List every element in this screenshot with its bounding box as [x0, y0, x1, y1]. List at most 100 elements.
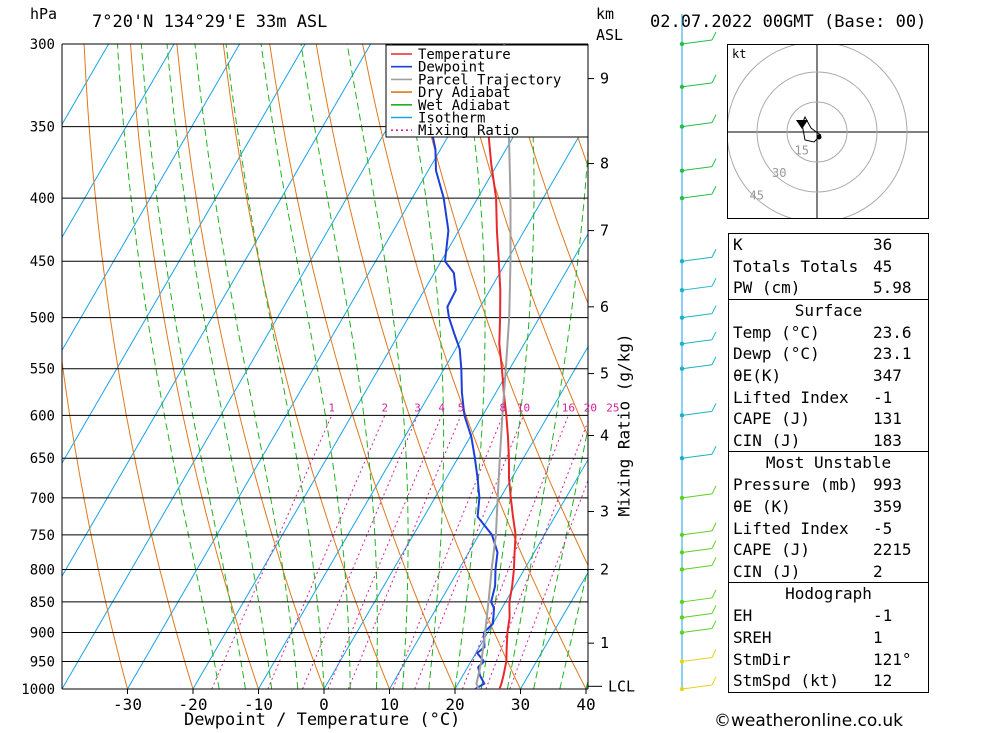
- pressure-tick-label: 650: [30, 451, 55, 467]
- indices-value: 347: [873, 365, 902, 385]
- isotherm-line: [62, 44, 437, 689]
- isotherm-line: [192, 44, 568, 689]
- indices-section: Hodograph EH -1 SREH 1 StmDir 121° StmSpd (kt) 1…: [729, 582, 928, 691]
- hodograph-ring-label: 45: [750, 189, 764, 203]
- indices-label: StmDir: [733, 649, 791, 669]
- mixing-ratio-line: [267, 415, 386, 689]
- temperature-tick-label: -20: [179, 695, 208, 714]
- isotherm-line: [62, 44, 241, 352]
- indices-label: CAPE (J): [733, 409, 811, 429]
- wet-adiabat-line: [585, 678, 588, 689]
- pressure-tick-label: 500: [30, 311, 55, 327]
- indices-label: θE (K): [733, 496, 791, 516]
- wet-adiabat-line: [194, 44, 299, 689]
- mixing-ratio-label: 1: [328, 401, 335, 414]
- wet-adiabat-line: [300, 44, 378, 689]
- indices-label: Lifted Index: [733, 518, 849, 538]
- temperature-tick-label: 0: [319, 695, 329, 714]
- wind-barb-staff: [681, 166, 713, 172]
- indices-value: 131: [873, 409, 902, 429]
- asl-label: ASL: [596, 26, 624, 44]
- indices-row: CIN (J) 2: [729, 561, 928, 583]
- indices-row: CAPE (J) 2215: [729, 539, 928, 561]
- pressure-tick-labels: 300 350 400 450 500 550 600 650 700 750 800 850 900 9…: [21, 37, 55, 698]
- pressure-tick-label: 700: [30, 491, 55, 507]
- mixing-ratio-label: 25: [606, 401, 619, 414]
- indices-label: SREH: [733, 627, 772, 647]
- copyright-footer: ©weatheronline.co.uk: [714, 711, 904, 731]
- wind-barb-staff: [681, 684, 713, 690]
- indices-row: Temp (°C) 23.6: [729, 322, 928, 344]
- indices-label: Pressure (mb): [733, 475, 859, 495]
- mixing-ratio-line: [509, 479, 588, 689]
- isotherm-line: [127, 44, 503, 689]
- pressure-tick-label: 600: [30, 408, 55, 424]
- indices-label: CIN (J): [733, 430, 801, 450]
- indices-row: Totals Totals 45: [729, 256, 928, 278]
- wet-adiabat-line: [140, 44, 246, 689]
- model-run-date: 02.07.2022 00GMT (Base: 00): [650, 12, 927, 32]
- indices-label: CAPE (J): [733, 540, 811, 560]
- sounding-profiles: [389, 44, 517, 689]
- indices-label: Temp (°C): [733, 322, 820, 342]
- wind-barb-feather: [711, 649, 717, 658]
- wind-barb-feather: [711, 676, 717, 686]
- isotherm-line: [520, 571, 588, 689]
- indices-section-title: Surface: [794, 300, 863, 320]
- dry-adiabat-line: [920, 44, 1000, 689]
- temperature-tick-label: 40: [576, 695, 595, 714]
- wet-adiabat-line: [559, 566, 588, 689]
- hodograph-ring: [756, 71, 878, 193]
- wind-barb-staff: [681, 547, 713, 553]
- hodograph-panel: 15 30 45 kt: [726, 41, 929, 223]
- indices-value: 993: [873, 475, 902, 495]
- indices-section: Surface Temp (°C) 23.6 Dewp (°C) 23.1 θE(K) 34…: [729, 298, 928, 452]
- dry-adiabat-line: [454, 44, 588, 438]
- wind-barb-staff: [681, 628, 713, 634]
- height-km-tick-label: 5: [600, 365, 609, 383]
- wet-adiabat-line: [400, 44, 445, 689]
- wind-barb-staff: [681, 256, 713, 262]
- indices-label: Totals Totals: [733, 256, 859, 276]
- wet-adiabat-line: [117, 44, 220, 689]
- indices-value: 5.98: [873, 278, 912, 298]
- wind-barb-feather: [711, 114, 717, 123]
- height-km-tick-label: 2: [600, 560, 609, 578]
- indices-value: 2215: [873, 540, 912, 560]
- pressure-tick-label: 800: [30, 562, 55, 578]
- pressure-tick-label: 300: [30, 37, 55, 53]
- indices-section-title: Most Unstable: [765, 453, 892, 473]
- indices-row: θE (K) 359: [729, 496, 928, 518]
- indices-row: StmSpd (kt) 12: [729, 670, 928, 692]
- indices-label: EH: [733, 606, 753, 626]
- wind-barb-staff: [681, 657, 713, 663]
- indices-value: -5: [873, 518, 893, 538]
- wind-barb-feather: [711, 305, 717, 314]
- wind-barb-dot: [679, 84, 685, 90]
- indices-row: Dewp (°C) 23.1: [729, 343, 928, 365]
- hodograph-point: [816, 134, 822, 140]
- wind-barb-staff: [681, 564, 713, 570]
- pressure-tick-label: 550: [30, 362, 55, 378]
- pressure-tick-label: 850: [30, 595, 55, 611]
- temperature-profile-line: [477, 44, 517, 689]
- indices-value: 45: [873, 256, 893, 276]
- height-km-tick-label: 1: [600, 634, 609, 652]
- indices-row: SREH 1: [729, 627, 928, 649]
- wind-barb-staff: [681, 530, 713, 536]
- wind-barb-staff: [681, 39, 713, 45]
- indices-label: K: [733, 235, 743, 254]
- mixing-ratio-line: [211, 415, 333, 689]
- indices-row: K 36: [729, 234, 928, 256]
- isotherm-line: [323, 232, 588, 689]
- wind-barb-feather: [711, 557, 717, 566]
- legend-box: [385, 44, 589, 138]
- wind-barb-profile: [679, 14, 717, 692]
- indices-label: Lifted Index: [733, 387, 849, 407]
- indices-value: 36: [873, 235, 893, 254]
- legend-entry: Temperature: [418, 47, 511, 63]
- parcel-trajectory-profile-line: [475, 44, 512, 689]
- indices-label: CIN (J): [733, 561, 801, 581]
- hodograph-ring-label: 30: [772, 166, 786, 180]
- indices-section: K 36 Totals Totals 45 PW (cm) 5.98: [729, 234, 928, 299]
